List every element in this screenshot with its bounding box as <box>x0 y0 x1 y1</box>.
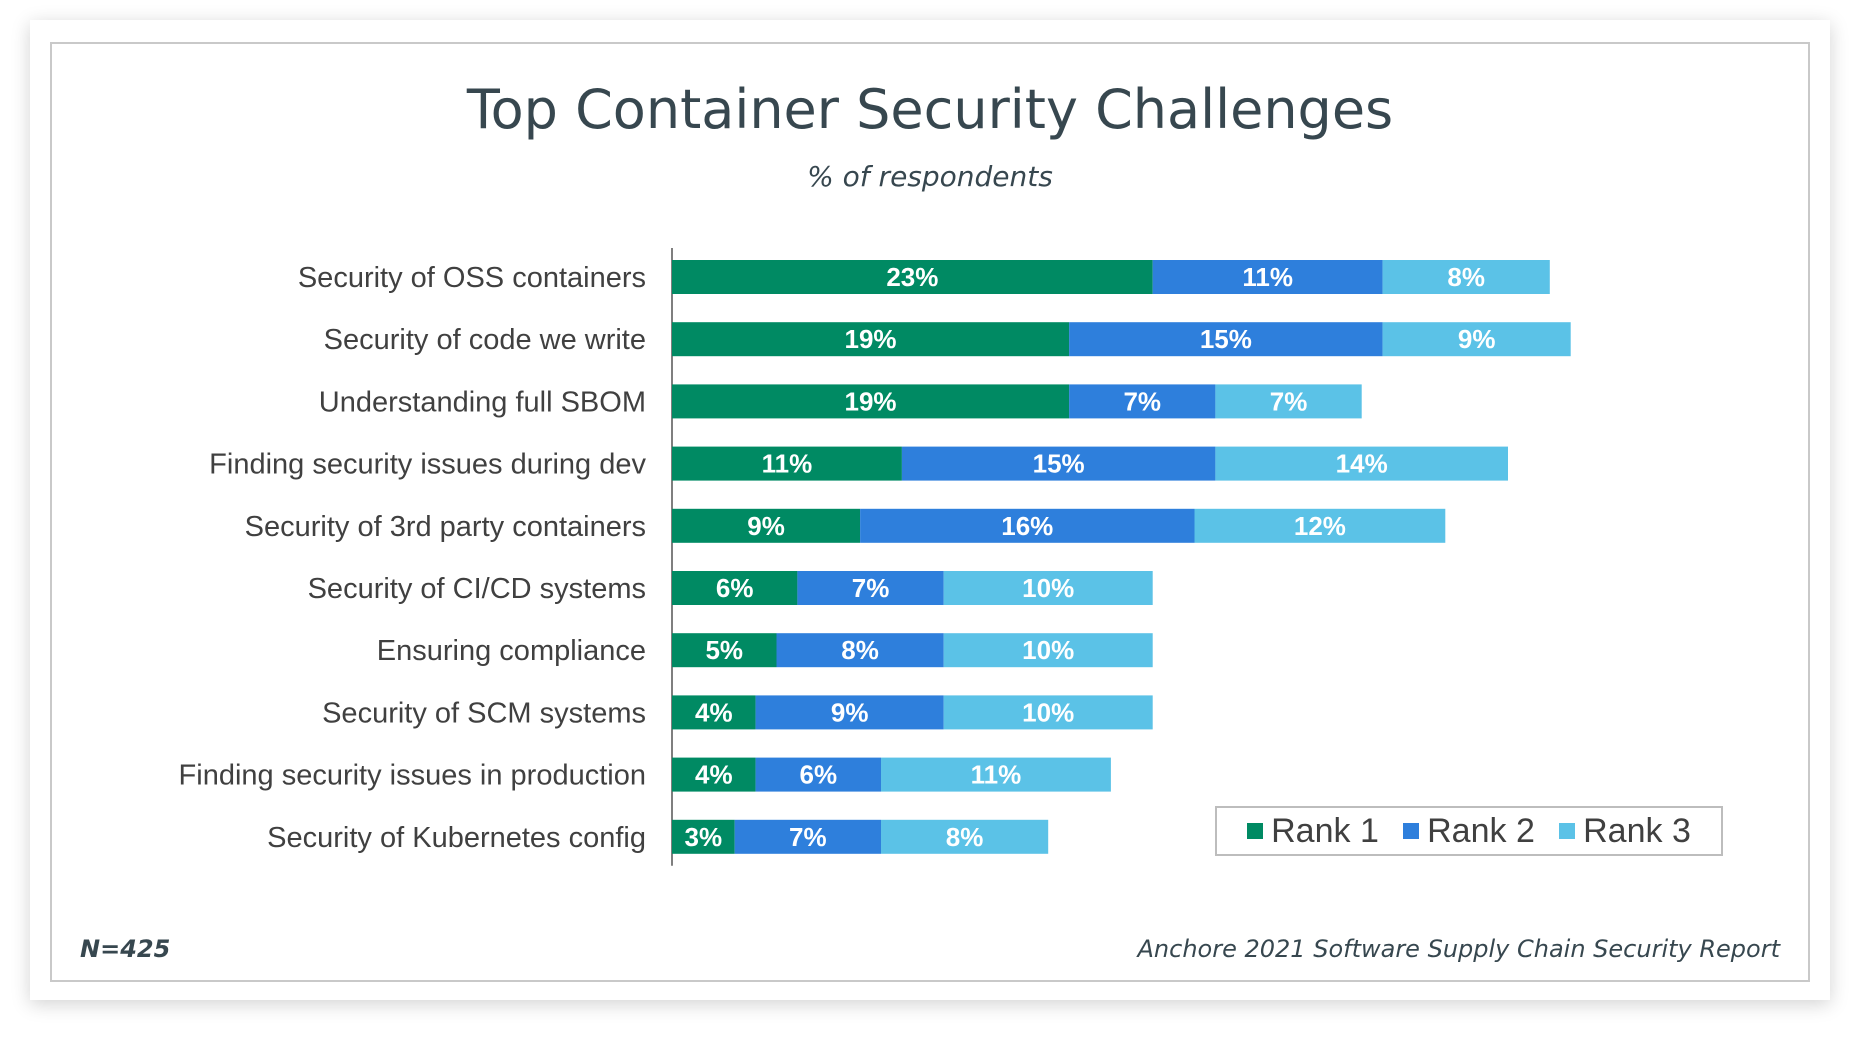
data-label: 9% <box>1458 324 1496 354</box>
bar-segment-rank-2 <box>860 508 1195 543</box>
bar-segment-rank-2 <box>755 695 944 730</box>
data-label: 19% <box>845 324 897 354</box>
legend-item-rank-3: Rank 3 <box>1559 812 1691 851</box>
legend-item-rank-2: Rank 2 <box>1403 812 1535 851</box>
bar-segment-rank-2 <box>776 633 944 668</box>
legend-swatch-rank-2 <box>1403 823 1420 839</box>
bar-segment-rank-2 <box>797 571 944 605</box>
legend-label-rank-1: Rank 1 <box>1271 811 1379 850</box>
bar-segment-rank-1 <box>672 633 777 668</box>
bar-segment-rank-3 <box>1215 384 1362 419</box>
legend-label-rank-3: Rank 3 <box>1583 811 1691 850</box>
bar-segment-rank-2 <box>755 757 881 792</box>
category-label: Understanding full SBOM <box>319 386 646 418</box>
data-label: 7% <box>789 822 827 852</box>
category-label: Security of CI/CD systems <box>308 573 646 605</box>
bar-segment-rank-1 <box>672 695 756 730</box>
bar-segment-rank-1 <box>672 446 902 481</box>
data-label: 10% <box>1022 573 1074 603</box>
category-label: Security of Kubernetes config <box>267 822 646 854</box>
bar-segment-rank-3 <box>943 695 1153 730</box>
data-label: 8% <box>946 822 984 852</box>
bar-segment-rank-3 <box>1382 322 1571 357</box>
data-label: 3% <box>685 822 723 852</box>
data-label: 8% <box>1447 262 1485 292</box>
bar-segment-rank-3 <box>1215 446 1508 481</box>
data-label: 9% <box>831 697 869 727</box>
data-label: 8% <box>841 635 879 665</box>
category-label: Security of OSS containers <box>298 262 646 294</box>
data-label: 7% <box>1123 386 1161 416</box>
sample-size: N=425 <box>80 935 171 963</box>
data-label: 4% <box>695 697 733 727</box>
bar-segment-rank-1 <box>672 571 798 605</box>
chart-legend: Rank 1 Rank 2 Rank 3 <box>1215 806 1723 856</box>
bar-segment-rank-3 <box>881 757 1111 792</box>
bar-segment-rank-2 <box>734 819 881 854</box>
category-label: Ensuring compliance <box>377 635 646 667</box>
data-label: 15% <box>1033 449 1085 479</box>
data-label: 6% <box>800 760 838 790</box>
data-label: 14% <box>1336 449 1388 479</box>
bar-segment-rank-2 <box>1069 384 1216 419</box>
source-note: Anchore 2021 Software Supply Chain Secur… <box>1137 935 1780 963</box>
chart-frame <box>50 42 1810 982</box>
data-label: 15% <box>1200 324 1252 354</box>
legend-label-rank-2: Rank 2 <box>1427 811 1535 850</box>
legend-item-rank-1: Rank 1 <box>1247 812 1379 851</box>
data-label: 19% <box>845 386 897 416</box>
category-label: Security of SCM systems <box>322 697 646 729</box>
bar-segment-rank-3 <box>943 571 1153 605</box>
data-label: 11% <box>762 449 813 479</box>
bar-segment-rank-1 <box>672 819 735 854</box>
data-label: 12% <box>1294 511 1346 541</box>
data-label: 4% <box>695 760 733 790</box>
data-label: 7% <box>852 573 890 603</box>
bar-segment-rank-1 <box>672 384 1070 419</box>
data-label: 16% <box>1001 511 1053 541</box>
category-label: Finding security issues during dev <box>209 449 646 481</box>
bar-segment-rank-3 <box>881 819 1049 854</box>
legend-swatch-rank-1 <box>1247 823 1264 839</box>
bar-segment-rank-3 <box>1194 508 1446 543</box>
data-label: 10% <box>1022 697 1074 727</box>
chart-title: Top Container Security Challenges <box>466 78 1394 141</box>
category-label: Finding security issues in production <box>179 760 646 792</box>
bar-segment-rank-1 <box>672 260 1153 294</box>
data-label: 11% <box>971 760 1022 790</box>
category-label: Security of 3rd party containers <box>245 511 646 543</box>
data-label: 7% <box>1270 386 1308 416</box>
chart-subtitle: % of respondents <box>807 160 1053 193</box>
bar-segment-rank-1 <box>672 322 1070 357</box>
bar-segment-rank-1 <box>672 508 861 543</box>
bar-segment-rank-3 <box>1382 260 1550 294</box>
bar-segment-rank-2 <box>1069 322 1383 357</box>
data-label: 6% <box>716 573 754 603</box>
data-label: 23% <box>886 262 938 292</box>
data-label: 5% <box>705 635 743 665</box>
bar-segment-rank-2 <box>1152 260 1383 294</box>
data-label: 11% <box>1242 262 1293 292</box>
data-label: 10% <box>1022 635 1074 665</box>
bar-segment-rank-2 <box>901 446 1216 481</box>
legend-swatch-rank-3 <box>1559 823 1576 839</box>
data-label: 9% <box>747 511 785 541</box>
bar-segment-rank-3 <box>943 633 1153 668</box>
category-label: Security of code we write <box>324 324 646 356</box>
bar-segment-rank-1 <box>672 757 756 792</box>
